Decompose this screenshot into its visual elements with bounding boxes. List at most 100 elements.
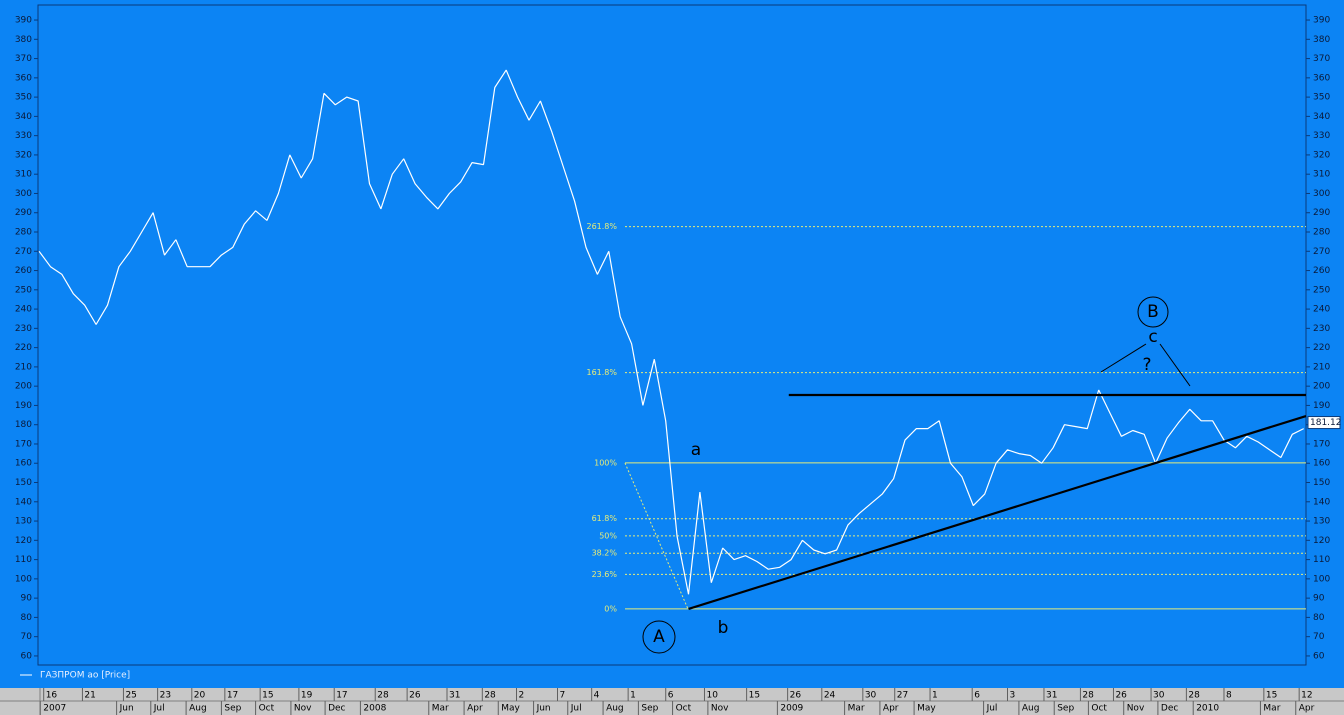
- y-tick-label: 340: [1313, 112, 1330, 122]
- fib-label: 61.8%: [592, 514, 618, 523]
- month-label: May: [501, 704, 520, 714]
- y-tick-label: 220: [15, 343, 32, 353]
- y-tick-label: 270: [15, 247, 32, 257]
- x-tick-label: 4: [594, 691, 600, 701]
- y-tick-label: 180: [15, 420, 32, 430]
- y-tick-label: 360: [1313, 73, 1330, 83]
- y-tick-label: 130: [1313, 517, 1330, 527]
- y-tick-label: 140: [15, 497, 32, 507]
- x-tick-label: 26: [790, 691, 802, 701]
- y-tick-label: 340: [15, 112, 32, 122]
- y-tick-label: 80: [1313, 613, 1325, 623]
- y-tick-label: 230: [15, 324, 32, 334]
- month-label: Mar: [432, 704, 449, 714]
- x-tick-label: 27: [897, 691, 908, 701]
- month-label: Jul: [153, 704, 165, 714]
- month-label: Jun: [119, 704, 134, 714]
- y-tick-label: 60: [21, 651, 33, 661]
- month-label: Oct: [1091, 704, 1107, 714]
- month-label: Oct: [676, 704, 692, 714]
- y-tick-label: 350: [1313, 93, 1330, 103]
- y-tick-label: 100: [15, 574, 32, 584]
- y-tick-label: 330: [15, 131, 32, 141]
- y-tick-label: 130: [15, 517, 32, 527]
- last-price-box: [1307, 416, 1341, 430]
- y-tick-label: 300: [15, 189, 32, 199]
- y-tick-label: 350: [15, 93, 32, 103]
- y-tick-label: 240: [1313, 305, 1330, 315]
- month-label: 2009: [780, 704, 803, 714]
- x-tick-label: 30: [1153, 691, 1165, 701]
- annotation: a: [691, 440, 701, 460]
- y-tick-label: 200: [1313, 382, 1330, 392]
- month-label: Sep: [641, 704, 658, 714]
- y-tick-label: 90: [1313, 594, 1325, 604]
- y-tick-label: 110: [15, 555, 32, 565]
- y-tick-label: 90: [21, 594, 33, 604]
- x-tick-label: 31: [1046, 691, 1057, 701]
- annotation: ?: [1142, 355, 1151, 375]
- month-label: Jul: [986, 704, 998, 714]
- y-tick-label: 300: [1313, 189, 1330, 199]
- y-tick-label: 370: [1313, 54, 1330, 64]
- y-tick-label: 170: [1313, 439, 1330, 449]
- x-tick-label: 15: [1266, 691, 1277, 701]
- x-tick-label: 17: [336, 691, 347, 701]
- x-tick-label: 26: [409, 691, 421, 701]
- legend-label: ГАЗПРОМ ао [Price]: [40, 671, 130, 681]
- month-label: Aug: [1022, 704, 1040, 714]
- x-tick-label: 15: [262, 691, 273, 701]
- y-tick-label: 250: [15, 285, 32, 295]
- y-tick-label: 70: [1313, 632, 1325, 642]
- month-label: Dec: [1161, 704, 1178, 714]
- x-tick-label: 25: [125, 691, 136, 701]
- y-tick-label: 160: [1313, 459, 1330, 469]
- y-tick-label: 390: [15, 16, 32, 26]
- y-tick-label: 100: [1313, 574, 1330, 584]
- y-tick-label: 390: [1313, 16, 1330, 26]
- y-tick-label: 160: [15, 459, 32, 469]
- x-tick-label: 28: [484, 691, 496, 701]
- y-tick-label: 70: [21, 632, 33, 642]
- x-tick-label: 3: [1010, 691, 1016, 701]
- x-tick-label: 6: [668, 691, 674, 701]
- y-tick-label: 380: [1313, 35, 1330, 45]
- y-tick-label: 110: [1313, 555, 1330, 565]
- month-label: 2007: [43, 704, 66, 714]
- x-tick-label: 28: [1082, 691, 1094, 701]
- y-tick-label: 250: [1313, 285, 1330, 295]
- y-tick-label: 190: [1313, 401, 1330, 411]
- y-tick-label: 120: [1313, 536, 1330, 546]
- x-tick-label: 1: [630, 691, 636, 701]
- month-label: May: [917, 704, 936, 714]
- x-tick-label: 15: [749, 691, 760, 701]
- annotation-line: [1100, 343, 1147, 373]
- x-tick-label: 28: [377, 691, 389, 701]
- month-label: Jun: [536, 704, 551, 714]
- month-label: Nov: [711, 704, 729, 714]
- y-tick-label: 360: [15, 73, 32, 83]
- y-tick-label: 190: [15, 401, 32, 411]
- y-tick-label: 230: [1313, 324, 1330, 334]
- fib-diagonal: [624, 462, 689, 610]
- annotation: b: [718, 618, 729, 638]
- y-tick-label: 320: [1313, 150, 1330, 160]
- y-tick-label: 320: [15, 150, 32, 160]
- fib-label: 50%: [599, 531, 617, 540]
- y-tick-label: 210: [15, 362, 32, 372]
- month-label: Oct: [259, 704, 275, 714]
- y-tick-label: 290: [1313, 208, 1330, 218]
- annotation-line: [1159, 343, 1191, 387]
- y-tick-label: 150: [1313, 478, 1330, 488]
- y-tick-label: 290: [15, 208, 32, 218]
- x-tick-label: 30: [865, 691, 877, 701]
- annotation-circle: [642, 620, 676, 654]
- fib-label: 100%: [594, 458, 617, 467]
- y-tick-label: 260: [1313, 266, 1330, 276]
- y-tick-label: 240: [15, 305, 32, 315]
- x-tick-label: 28: [1188, 691, 1200, 701]
- y-tick-label: 310: [15, 170, 32, 180]
- y-tick-label: 280: [1313, 228, 1330, 238]
- fib-label: 161.8%: [586, 368, 617, 377]
